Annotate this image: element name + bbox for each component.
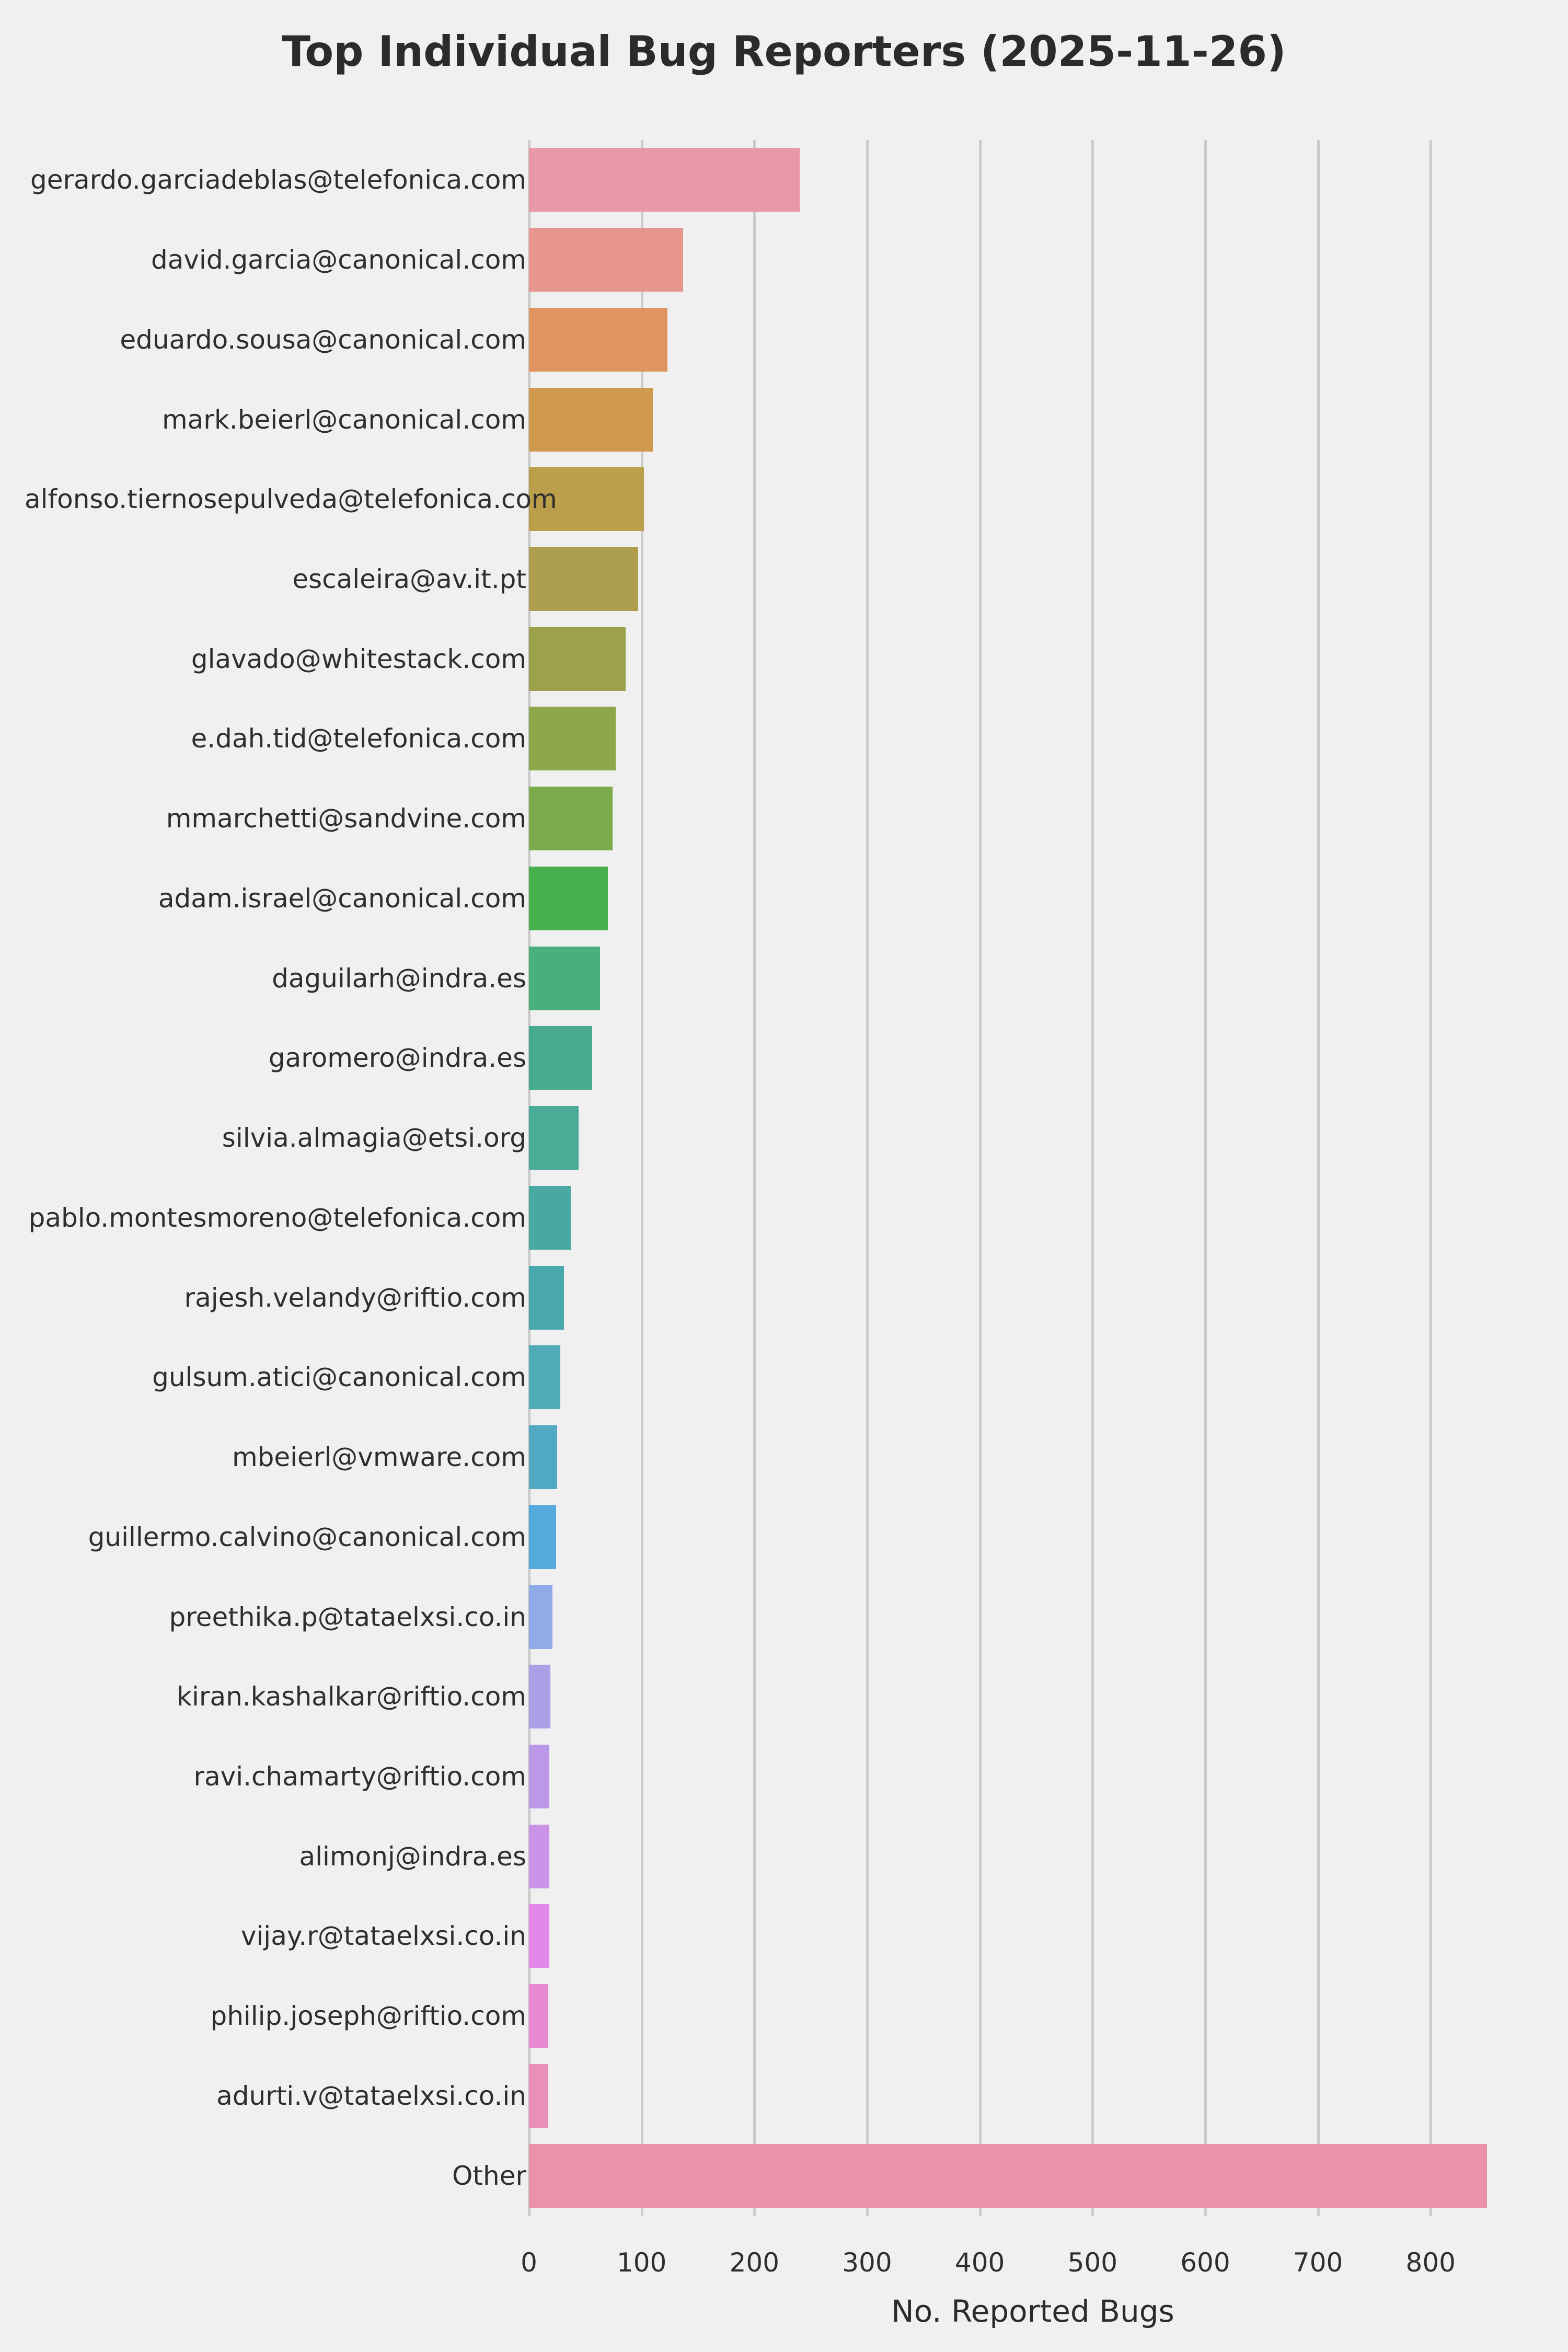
y-tick-label: mark.beierl@canonical.com — [162, 404, 526, 435]
bar-mark.beierl — [529, 387, 653, 452]
y-tick-label: vijay.r@tataelxsi.co.in — [240, 1921, 526, 1952]
bar-alimonj — [529, 1824, 549, 1888]
gridline-x-600 — [1204, 140, 1207, 2216]
y-tick-label: adurti.v@tataelxsi.co.in — [216, 2080, 526, 2111]
bar-preethika.p — [529, 1585, 553, 1649]
x-tick-label-400: 400 — [954, 2247, 1005, 2278]
bar-gulsum.atici — [529, 1345, 561, 1410]
bar-eduardo.sousa — [529, 307, 668, 372]
y-tick-label: silvia.almagia@etsi.org — [222, 1123, 526, 1154]
y-tick-label: david.garcia@canonical.com — [151, 245, 526, 275]
x-tick-label-0: 0 — [521, 2247, 537, 2278]
y-tick-label: mmarchetti@sandvine.com — [166, 803, 526, 834]
y-tick-label: adam.israel@canonical.com — [158, 883, 526, 914]
y-tick-label: preethika.p@tataelxsi.co.in — [169, 1601, 527, 1632]
y-tick-label: alimonj@indra.es — [299, 1841, 526, 1872]
bar-ravi.chamarty — [529, 1744, 549, 1808]
x-tick-label-700: 700 — [1293, 2247, 1343, 2278]
x-axis-label: No. Reported Bugs — [891, 2293, 1174, 2329]
y-tick-label: escaleira@av.it.pt — [292, 564, 526, 595]
x-tick-label-500: 500 — [1067, 2247, 1118, 2278]
gridline-x-500 — [1091, 140, 1094, 2216]
bar-silvia.almagia — [529, 1106, 579, 1170]
bar-garomero — [529, 1026, 592, 1090]
y-tick-label: mbeierl@vmware.com — [232, 1442, 526, 1473]
y-tick-label: ravi.chamarty@riftio.com — [193, 1761, 526, 1792]
gridline-x-0 — [528, 140, 531, 2216]
y-tick-label: alfonso.tiernosepulveda@telefonica.com — [25, 484, 557, 515]
gridline-x-700 — [1317, 140, 1320, 2216]
bar-other — [529, 2143, 1488, 2208]
bar-kiran.kashalkar — [529, 1665, 550, 1729]
bar-adurti.v — [529, 2063, 548, 2128]
gridline-x-300 — [866, 140, 869, 2216]
bar-glavado — [529, 627, 626, 691]
y-tick-label: gerardo.garciadeblas@telefonica.com — [30, 165, 526, 195]
bar-gerardo.garciadeblas — [529, 148, 800, 212]
gridline-x-200 — [753, 140, 756, 2216]
x-tick-label-300: 300 — [842, 2247, 892, 2278]
y-tick-label: e.dah.tid@telefonica.com — [191, 723, 526, 754]
y-tick-label: pablo.montesmoreno@telefonica.com — [28, 1202, 526, 1233]
bar-david.garcia — [529, 228, 684, 292]
x-tick-label-600: 600 — [1180, 2247, 1230, 2278]
bar-alfonso.tiernosepulveda — [529, 467, 644, 532]
gridline-x-800 — [1429, 140, 1433, 2216]
y-tick-label: kiran.kashalkar@riftio.com — [177, 1681, 526, 1712]
x-tick-label-800: 800 — [1405, 2247, 1456, 2278]
x-tick-label-100: 100 — [616, 2247, 667, 2278]
bar-mmarchetti — [529, 787, 613, 851]
y-tick-label: rajesh.velandy@riftio.com — [184, 1282, 526, 1313]
bar-philip.joseph — [529, 1984, 548, 2048]
x-tick-label-200: 200 — [729, 2247, 780, 2278]
bar-pablo.montesmoreno — [529, 1185, 571, 1250]
y-tick-label: Other — [452, 2160, 526, 2191]
bar-e.dah.tid — [529, 707, 616, 771]
plot-area — [528, 140, 1537, 2216]
gridline-x-400 — [978, 140, 982, 2216]
chart-title: Top Individual Bug Reporters (2025-11-26… — [282, 27, 1286, 76]
bar-escaleira — [529, 547, 639, 612]
bar-adam.israel — [529, 866, 608, 930]
y-tick-label: gulsum.atici@canonical.com — [152, 1362, 526, 1393]
bar-guillermo.calvino — [529, 1505, 556, 1569]
bar-daguilarh — [529, 946, 600, 1010]
y-tick-label: eduardo.sousa@canonical.com — [120, 324, 526, 355]
y-tick-label: daguilarh@indra.es — [272, 963, 526, 994]
bar-rajesh.velandy — [529, 1265, 564, 1330]
y-tick-label: guillermo.calvino@canonical.com — [88, 1521, 526, 1552]
y-tick-label: garomero@indra.es — [268, 1043, 526, 1074]
y-tick-label: philip.joseph@riftio.com — [210, 2001, 526, 2032]
y-tick-label: glavado@whitestack.com — [191, 643, 526, 674]
bar-vijay.r — [529, 1904, 549, 1968]
bar-mbeierl — [529, 1425, 557, 1490]
gridline-x-100 — [640, 140, 643, 2216]
